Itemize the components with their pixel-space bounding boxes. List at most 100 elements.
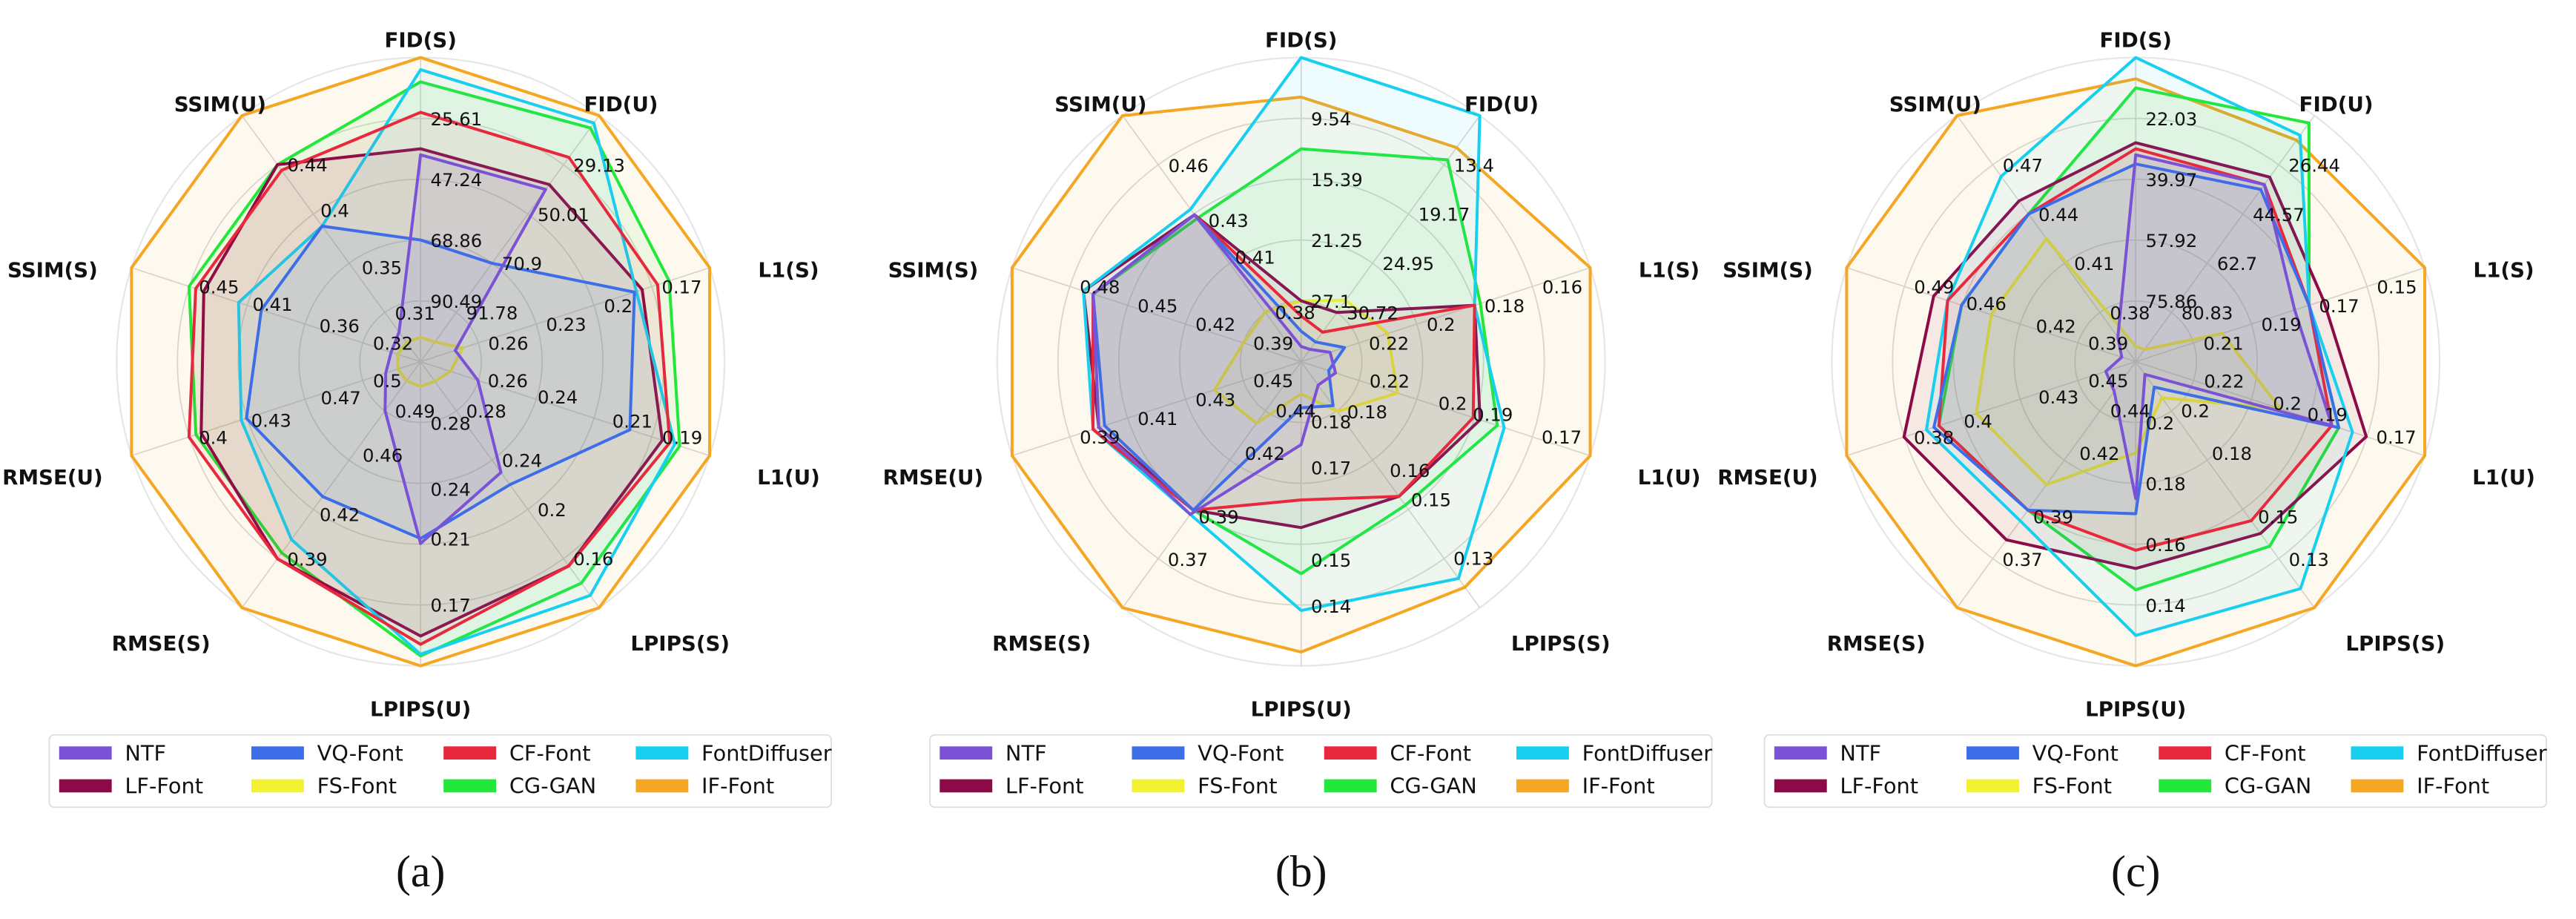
axis-label: L1(S) xyxy=(1639,258,1700,283)
chart-caption: (b) xyxy=(1275,847,1327,896)
tick-label: 25.61 xyxy=(430,108,482,130)
legend-swatch xyxy=(635,779,689,793)
tick-label: 0.47 xyxy=(321,387,361,409)
axis-label: RMSE(U) xyxy=(1717,465,1818,490)
tick-label: 0.4 xyxy=(1964,411,1992,432)
grid-ring xyxy=(1178,239,1424,484)
tick-label: 27.1 xyxy=(1311,291,1351,312)
axis-label: SSIM(U) xyxy=(1054,92,1146,116)
tick-label: 0.39 xyxy=(2088,333,2128,355)
tick-label: 0.22 xyxy=(1369,332,1409,354)
tick-label: 0.21 xyxy=(430,528,470,550)
legend-label: VQ-Font xyxy=(317,740,403,765)
radar-spoke xyxy=(241,361,421,608)
tick-label: 0.45 xyxy=(1253,370,1293,392)
legend-swatch xyxy=(2159,779,2212,793)
tick-label: 0.14 xyxy=(1311,596,1351,617)
series-area xyxy=(1082,213,1482,530)
tick-label: 0.24 xyxy=(538,386,578,408)
tick-label: 0.37 xyxy=(1168,549,1208,570)
tick-label: 80.83 xyxy=(2182,302,2233,323)
axis-label: L1(U) xyxy=(757,465,820,490)
series-area xyxy=(130,56,712,668)
tick-label: 30.72 xyxy=(1347,303,1398,324)
tick-label: 0.22 xyxy=(2204,370,2244,392)
legend-label: FontDiffuser xyxy=(701,740,832,765)
tick-label: 0.19 xyxy=(2261,314,2301,335)
series-area xyxy=(1092,213,1338,516)
legend-label: CF-Font xyxy=(2225,740,2306,765)
axis-label: L1(U) xyxy=(2472,465,2535,490)
legend-label: IF-Font xyxy=(2417,774,2489,799)
legend-label: CG-GAN xyxy=(509,774,596,799)
tick-label: 0.43 xyxy=(251,409,291,431)
tick-label: 0.41 xyxy=(1235,247,1275,269)
tick-label: 0.21 xyxy=(2203,332,2243,354)
legend-swatch xyxy=(1774,779,1827,793)
axis-label: RMSE(U) xyxy=(883,465,984,490)
tick-label: 91.78 xyxy=(466,302,518,323)
legend-swatch xyxy=(1774,746,1827,760)
tick-label: 19.17 xyxy=(1419,204,1470,225)
tick-label: 0.14 xyxy=(2146,595,2186,616)
axis-label: LPIPS(U) xyxy=(1251,697,1352,722)
axis-label: FID(U) xyxy=(1464,92,1539,116)
tick-label: 0.38 xyxy=(1275,302,1315,323)
radar-spoke xyxy=(1301,267,1591,363)
legend-swatch xyxy=(1132,746,1185,760)
legend-label: IF-Font xyxy=(701,774,774,799)
grid-ring xyxy=(1952,178,2319,545)
radar-spoke xyxy=(131,267,421,363)
tick-label: 75.86 xyxy=(2146,291,2198,312)
radar-spoke xyxy=(1122,115,1302,363)
legend-swatch xyxy=(59,779,112,793)
tick-label: 0.16 xyxy=(573,548,613,570)
tick-label: 0.15 xyxy=(1311,550,1351,571)
tick-label: 0.42 xyxy=(1195,314,1235,335)
series-area xyxy=(1092,147,1499,576)
axis-label: FID(S) xyxy=(384,27,456,52)
axis-label: LPIPS(S) xyxy=(1511,631,1611,656)
legend-swatch xyxy=(1324,779,1377,793)
tick-label: 0.28 xyxy=(430,412,470,434)
tick-label: 15.39 xyxy=(1311,169,1363,191)
legend-swatch xyxy=(1516,779,1569,793)
tick-label: 0.39 xyxy=(2033,507,2073,528)
tick-label: 0.41 xyxy=(2074,253,2114,274)
legend-label: LF-Font xyxy=(125,774,203,799)
radar-spoke xyxy=(420,267,710,363)
tick-label: 0.36 xyxy=(320,315,360,337)
legend-swatch xyxy=(59,746,112,760)
tick-label: 0.49 xyxy=(395,401,435,422)
tick-label: 0.41 xyxy=(252,294,292,315)
tick-label: 0.2 xyxy=(2181,401,2210,422)
tick-label: 0.19 xyxy=(662,426,702,448)
legend-label: LF-Font xyxy=(1840,774,1918,799)
tick-label: 0.4 xyxy=(320,200,349,222)
legend-swatch xyxy=(251,779,304,793)
series-area xyxy=(1924,56,2354,637)
tick-label: 0.43 xyxy=(2038,386,2078,408)
radar-spoke xyxy=(241,115,421,363)
legend-label: NTF xyxy=(125,740,166,765)
tick-label: 0.49 xyxy=(1914,276,1954,297)
tick-label: 0.19 xyxy=(1473,404,1513,426)
tick-label: 0.17 xyxy=(1542,426,1582,448)
legend-label: VQ-Font xyxy=(2032,740,2118,765)
axis-label: SSIM(U) xyxy=(174,92,266,116)
legend-swatch xyxy=(251,746,304,760)
radar-spoke xyxy=(1011,267,1301,363)
tick-label: 0.35 xyxy=(362,257,402,278)
tick-label: 0.5 xyxy=(373,370,402,392)
tick-label: 47.24 xyxy=(430,169,482,191)
axis-label: L1(U) xyxy=(1638,465,1701,490)
tick-label: 0.2 xyxy=(1439,393,1467,415)
tick-label: 57.92 xyxy=(2146,230,2198,251)
tick-label: 0.45 xyxy=(2088,370,2128,392)
tick-label: 0.18 xyxy=(1484,295,1525,317)
tick-label: 68.86 xyxy=(430,230,482,251)
axis-label: RMSE(S) xyxy=(112,631,211,656)
radar-spoke xyxy=(1301,115,1481,363)
tick-label: 0.47 xyxy=(2003,154,2043,176)
axis-label: FID(S) xyxy=(1265,27,1337,52)
